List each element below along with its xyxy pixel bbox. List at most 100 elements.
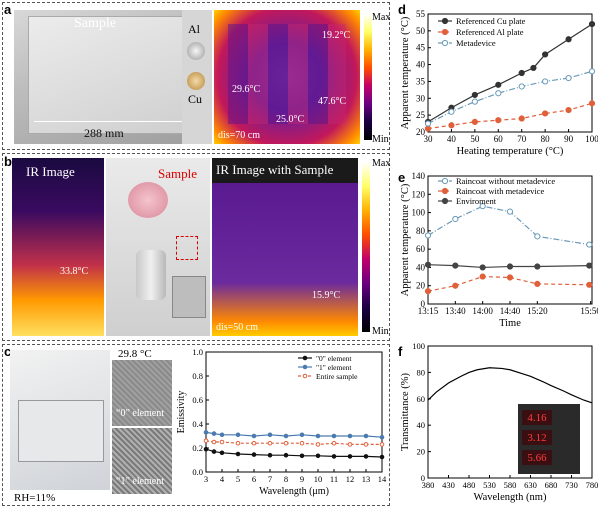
x-tick-label: 40 xyxy=(447,134,457,144)
y-axis-label: Emissivity xyxy=(176,391,187,434)
flowers xyxy=(128,182,168,218)
x-tick-label: 30 xyxy=(424,134,434,144)
data-point xyxy=(448,108,455,115)
led-reading: 3.12 xyxy=(527,432,546,444)
y-axis-label: Transmittance (%) xyxy=(400,372,411,451)
legend-entry: "1" element xyxy=(316,363,352,372)
chart-apparent-vs-heating: 30 40 50 60 70 80 90 100 20 25 30 35 40 45 50 55 Heating… xyxy=(400,9,598,157)
led-reading: 4.16 xyxy=(527,412,547,424)
y-tick-label: 0 xyxy=(421,473,425,483)
data-point xyxy=(586,281,593,288)
data-point xyxy=(251,452,257,457)
data-point xyxy=(379,434,385,440)
x-tick-label: 6 xyxy=(252,474,256,484)
data-point xyxy=(479,273,486,280)
y-tick-label: 35 xyxy=(416,76,426,86)
data-point xyxy=(331,454,337,459)
y-tick-label: 80 xyxy=(417,367,426,377)
vase xyxy=(136,250,166,300)
panel-d-label: d xyxy=(398,2,406,17)
ir-temp-1: 19.2°C xyxy=(322,30,351,41)
legend-entry: Entire sample xyxy=(316,372,358,381)
data-point xyxy=(235,440,241,446)
y-tick-label: 0.4 xyxy=(192,419,203,429)
data-point xyxy=(347,442,353,447)
data-point xyxy=(565,106,572,114)
data-point xyxy=(424,288,432,295)
dimension-label: 288 mm xyxy=(84,126,124,140)
data-point xyxy=(251,433,257,439)
y-tick-label: 55 xyxy=(416,9,426,19)
x-tick-label: 14:00 xyxy=(472,306,493,316)
data-point xyxy=(479,203,486,210)
element1-micrograph: “1” element xyxy=(112,428,172,494)
rh-label: RH=11% xyxy=(14,492,56,504)
scale-max-b: Max xyxy=(372,158,391,169)
y-tick-label: 45 xyxy=(416,43,426,53)
data-point xyxy=(203,430,209,435)
y-tick-label: 0.0 xyxy=(192,467,203,477)
x-axis-label: Wavelength (nm) xyxy=(474,492,547,503)
series-line xyxy=(205,440,382,446)
data-point xyxy=(530,64,537,72)
y-tick-label: 30 xyxy=(416,93,426,103)
y-tick-label: 0 xyxy=(421,299,426,309)
x-tick-label: 70 xyxy=(517,134,527,144)
x-tick-label: 60 xyxy=(494,134,504,144)
data-point xyxy=(518,83,525,90)
x-tick-label: 8 xyxy=(284,474,288,484)
x-tick-label: 15:50 xyxy=(580,306,598,316)
y-tick-label: 20 xyxy=(416,127,426,137)
sample-sheet xyxy=(28,16,190,134)
x-axis-label: Wavelength (μm) xyxy=(259,486,329,497)
panel-c-frame xyxy=(2,344,390,506)
y-tick-label: 20 xyxy=(416,281,426,291)
data-point xyxy=(471,118,478,125)
y-tick-label: 20 xyxy=(417,447,426,457)
y-axis-label: Apparent temperature (°C) xyxy=(400,16,411,129)
ir-image-sample: 19.2°C 29.6°C 25.0°C 47.6°C dis=70 cm xyxy=(214,10,360,144)
y-tick-label: 60 xyxy=(417,394,426,404)
legend-marker xyxy=(302,364,308,370)
cu-label: Cu xyxy=(188,92,203,106)
data-point xyxy=(506,274,514,281)
series-line xyxy=(427,367,593,404)
data-point xyxy=(299,440,305,446)
data-point xyxy=(534,280,541,287)
y-tick-label: 0.6 xyxy=(192,395,203,405)
chart-apparent-vs-time: 13:15 13:40 14:00 14:40 15:20 15:50 0 20 40 60 80 1… xyxy=(400,171,598,329)
x-tick-label: 14 xyxy=(378,474,387,484)
x-tick-label: 14:40 xyxy=(500,306,521,316)
x-tick-label: 9 xyxy=(300,474,304,484)
data-point xyxy=(203,438,209,444)
data-point xyxy=(347,433,353,439)
ir-distance-b: dis=50 cm xyxy=(216,322,259,333)
x-tick-label: 80 xyxy=(541,134,551,144)
x-tick-label: 580 xyxy=(504,480,517,490)
x-axis-label: Time xyxy=(499,318,521,329)
data-point xyxy=(424,120,432,127)
metal-coins-photo: Al Cu xyxy=(182,10,212,144)
data-point xyxy=(565,74,572,82)
element1-label: “1” element xyxy=(116,476,165,487)
ir-temp-4: 47.6°C xyxy=(318,96,347,107)
ir-sample-title: IR Image with Sample xyxy=(216,162,334,177)
ir-temp-3: 25.0°C xyxy=(276,114,305,125)
data-point xyxy=(506,263,514,270)
data-point xyxy=(495,81,502,88)
al-coin xyxy=(187,42,205,60)
sample-photo: Sample 288 mm xyxy=(14,10,204,144)
data-point xyxy=(331,440,337,446)
data-point xyxy=(495,90,502,97)
scale-min-b: Min xyxy=(372,326,389,337)
x-tick-label: 3 xyxy=(204,474,208,484)
data-point xyxy=(452,262,459,269)
legend-entry: Referenced Cu plate xyxy=(456,16,526,26)
x-tick-label: 50 xyxy=(470,134,480,144)
series-line xyxy=(427,275,590,292)
data-point xyxy=(363,454,369,459)
led-reading: 5.66 xyxy=(527,452,547,464)
data-point xyxy=(588,21,596,28)
x-axis-label: Heating temperature (°C) xyxy=(457,146,564,157)
data-point xyxy=(506,208,514,215)
